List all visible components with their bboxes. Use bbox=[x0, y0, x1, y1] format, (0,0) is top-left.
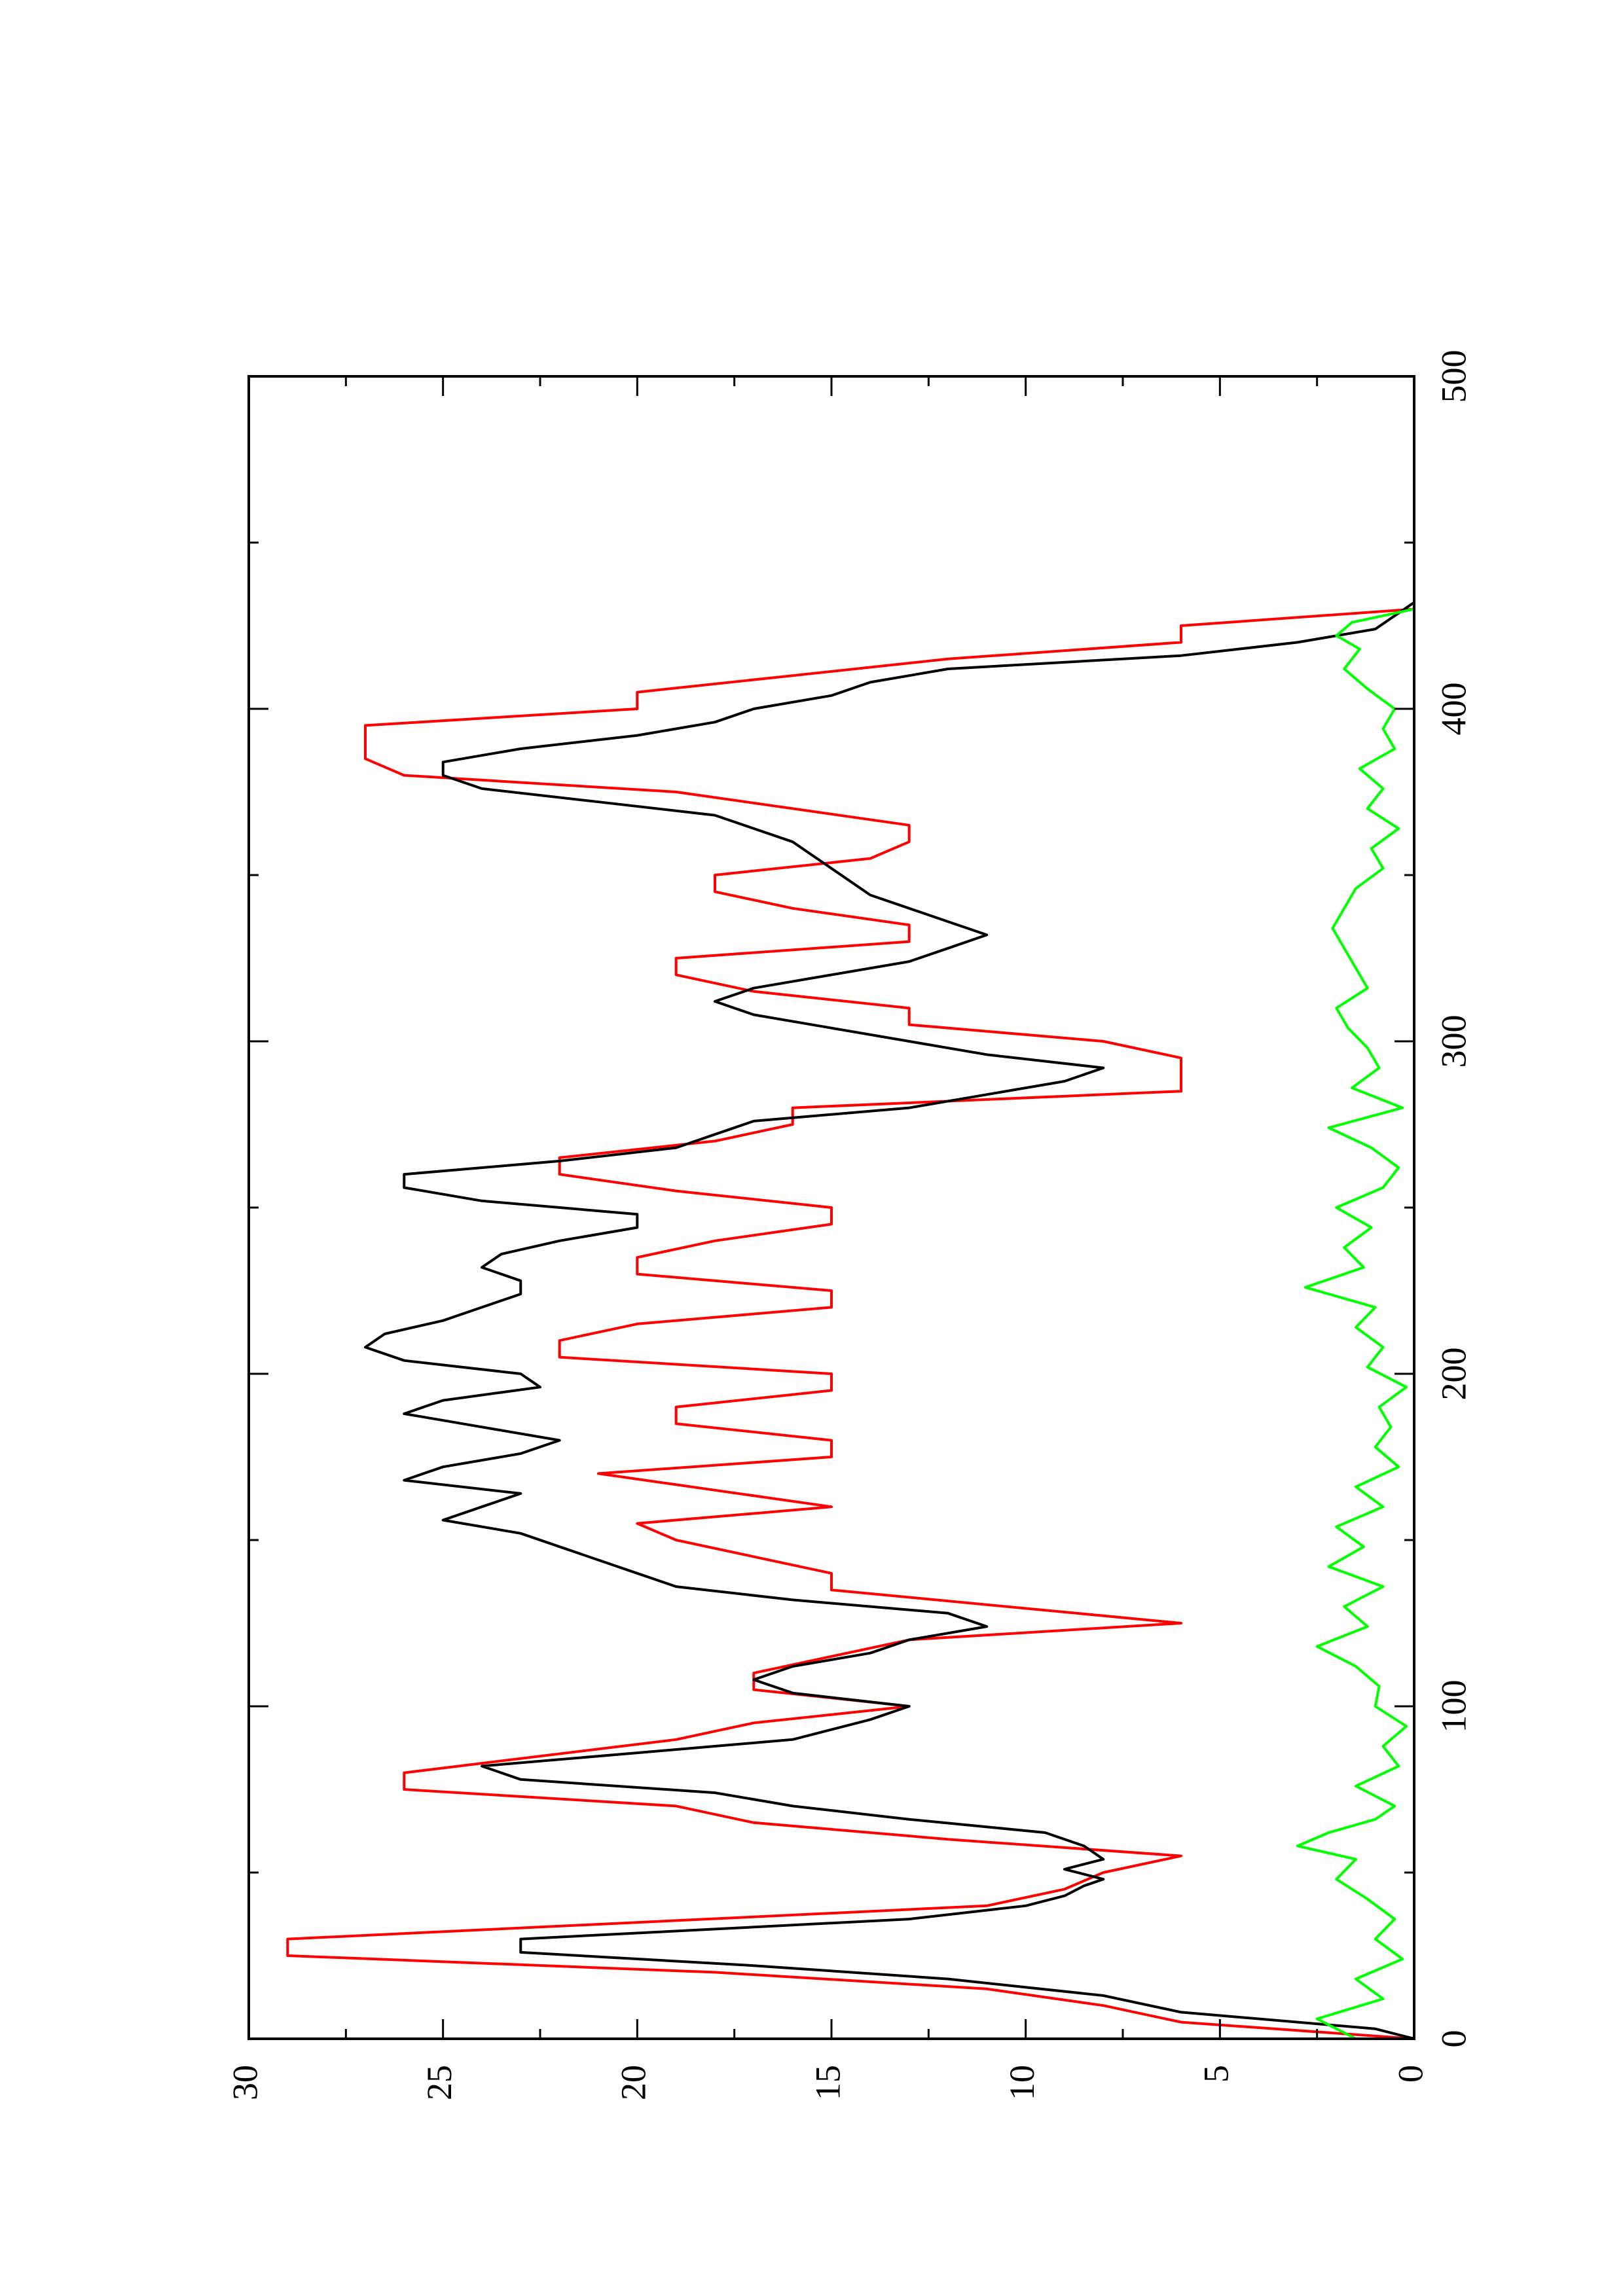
x-tick-label: 0 bbox=[1434, 2030, 1473, 2048]
y-tick-label: 10 bbox=[1002, 2065, 1042, 2100]
label-layer: 0 100 200 300 400 500 0 5 10 15 20 25 30 bbox=[225, 350, 1473, 2101]
tick-layer bbox=[247, 375, 1415, 2040]
y-tick-label: 5 bbox=[1197, 2065, 1236, 2083]
series-line-0 bbox=[286, 607, 1415, 2040]
y-tick-label: 30 bbox=[225, 2065, 264, 2100]
y-tick-label: 0 bbox=[1391, 2065, 1430, 2083]
y-tick-label: 15 bbox=[808, 2065, 847, 2100]
x-tick-label: 200 bbox=[1434, 1348, 1473, 1401]
x-tick-label: 300 bbox=[1434, 1015, 1473, 1068]
x-tick-label: 100 bbox=[1434, 1680, 1473, 1733]
series-line-1 bbox=[364, 601, 1415, 2040]
series-layer bbox=[286, 601, 1415, 2040]
y-tick-label: 20 bbox=[614, 2065, 653, 2100]
y-tick-label: 25 bbox=[420, 2065, 459, 2100]
x-tick-label: 500 bbox=[1434, 350, 1473, 403]
x-tick-label: 400 bbox=[1434, 683, 1473, 736]
series-line-2 bbox=[1296, 607, 1415, 2040]
